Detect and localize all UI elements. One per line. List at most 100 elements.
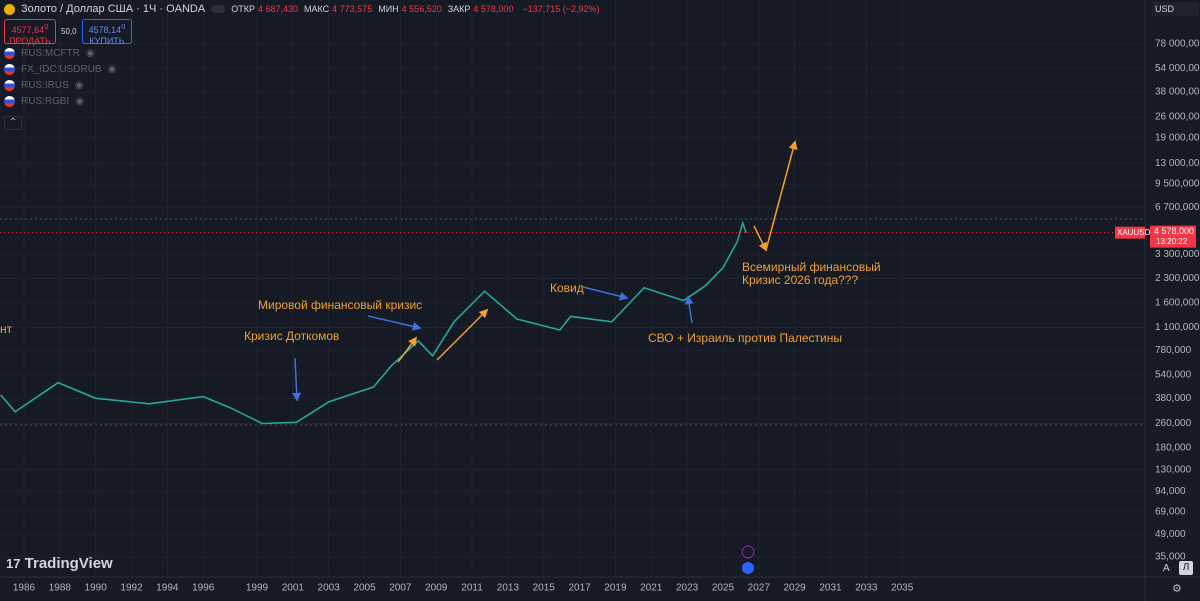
arrow — [753, 225, 767, 252]
x-tick-label: 1999 — [246, 583, 269, 594]
y-tick-label: 180,000 — [1155, 443, 1192, 454]
event-icon[interactable] — [741, 545, 755, 559]
indicator[interactable]: RUS:IRUS ◉ — [4, 80, 84, 91]
currency[interactable]: USD — [1152, 2, 1199, 16]
indicator-name: RUS:IRUS — [21, 80, 69, 91]
y-tick-label: 49,000 — [1155, 529, 1186, 540]
indicator[interactable]: RUS:RGBI ◉ — [4, 96, 84, 107]
y-tick-label: 260,000 — [1155, 418, 1192, 429]
x-tick-label: 2015 — [533, 583, 556, 594]
price-tag-bg — [1115, 226, 1145, 239]
indicator[interactable]: FX_IDC:USDRUB ◉ — [4, 64, 116, 75]
buy-sup: 0 — [121, 22, 126, 31]
x-tick-label: 2013 — [497, 583, 520, 594]
x-tick-label: 2009 — [425, 583, 448, 594]
annotation: нт — [0, 322, 13, 336]
x-tick-label: 2027 — [748, 583, 771, 594]
buy-price: 4578,14 — [88, 25, 122, 35]
y-tick-label: 94,000 — [1155, 486, 1186, 497]
x-tick-label: 2035 — [891, 583, 914, 594]
ohlc-label: МАКС — [304, 4, 330, 14]
x-tick-label: 2019 — [604, 583, 627, 594]
eye-icon: ◉ — [107, 64, 117, 75]
buy-label: КУПИТЬ — [89, 36, 125, 46]
x-tick-label: 2031 — [819, 583, 842, 594]
annotation: Кризис 2026 года??? — [742, 273, 858, 287]
flag — [4, 48, 15, 59]
annotation: СВО + Израиль против Палестины — [648, 331, 842, 345]
y-tick-label: 380,000 — [1155, 393, 1192, 404]
x-tick-label: 2029 — [784, 583, 807, 594]
arrow — [765, 140, 798, 251]
x-tick-label: 2005 — [353, 583, 376, 594]
arrow — [397, 336, 418, 363]
ohlc-label: ОТКР — [231, 4, 255, 14]
price-line — [0, 220, 747, 425]
arrow — [367, 315, 422, 331]
eye-icon: ◉ — [75, 96, 85, 107]
x-tick-label: 2033 — [855, 583, 878, 594]
event-icon[interactable] — [742, 562, 754, 574]
x-tick-label: 1992 — [120, 583, 143, 594]
x-tick-label: 2023 — [676, 583, 699, 594]
header: Золото / Доллар США · 1Ч · OANDA ОТКР 4 6… — [4, 3, 600, 15]
flag — [4, 96, 15, 107]
arrow — [582, 286, 629, 301]
y-tick-label: 3 300,000 — [1155, 249, 1200, 260]
y-tick-label: 540,000 — [1155, 370, 1192, 381]
y-tick-label: 54 000,000 — [1155, 63, 1200, 74]
price-tag-symbol: XAUUSD — [1117, 228, 1151, 237]
y-tick-label: 19 000,000 — [1155, 133, 1200, 144]
annotation: Кризис Доткомов — [244, 329, 339, 343]
annotation: Всемирный финансовый — [742, 260, 881, 274]
symbol[interactable]: Золото / Доллар США · 1Ч · OANDA — [21, 3, 206, 15]
flag — [4, 80, 15, 91]
y-tick-label: 35,000 — [1155, 552, 1186, 563]
y-tick-label: 9 500,000 — [1155, 179, 1200, 190]
x-tick-label: 1986 — [13, 583, 36, 594]
y-tick-label: 78 000,000 — [1155, 39, 1200, 50]
arrow — [292, 357, 302, 402]
auto-button[interactable]: A — [1163, 563, 1170, 574]
arrows — [292, 140, 798, 402]
change: −137,715 (−2,92%) — [522, 4, 600, 14]
eye-icon: ◉ — [85, 48, 95, 59]
x-tick-label: 2003 — [318, 583, 341, 594]
annotation: Ковид — [550, 281, 584, 295]
brand: 17 TradingView — [6, 555, 113, 572]
indicator-name: RUS:MCFTR — [21, 48, 80, 59]
price-tag-bg — [1150, 225, 1196, 248]
indicator[interactable]: RUS:MCFTR ◉ — [4, 48, 95, 59]
y-tick-label: 38 000,000 — [1155, 86, 1200, 97]
x-tick-label: 1994 — [156, 583, 179, 594]
log-button[interactable]: Л — [1179, 561, 1193, 575]
arrow — [684, 295, 694, 324]
x-tick-label: 2007 — [389, 583, 412, 594]
y-tick-label: 2 300,000 — [1155, 273, 1200, 284]
settings[interactable]: ⚙ — [1172, 583, 1182, 595]
y-tick-label: 130,000 — [1155, 464, 1192, 475]
y-tick-label: 26 000,000 — [1155, 112, 1200, 123]
collapse-button[interactable]: ⌃ — [4, 116, 22, 130]
eye-icon: ◉ — [74, 80, 84, 91]
plot — [0, 220, 1145, 425]
price-tag-price: 4 578,000 — [1154, 226, 1194, 236]
x-tick-label: 2017 — [568, 583, 591, 594]
x-tick-label: 1990 — [85, 583, 108, 594]
sell-sup: 0 — [44, 22, 49, 31]
brand-name: TradingView — [24, 555, 113, 572]
indicator-name: FX_IDC:USDRUB — [21, 64, 102, 75]
ohlc-value: 4 687,430 — [257, 4, 298, 14]
x-tick-label: 1988 — [49, 583, 72, 594]
sell-button[interactable]: 4577,640 ПРОДАТЬ — [4, 19, 56, 46]
ohlc-value: 4 556,520 — [401, 4, 442, 14]
flag — [4, 64, 15, 75]
x-tick-label: 1996 — [192, 583, 215, 594]
sell-price: 4577,64 — [11, 25, 45, 35]
grid — [0, 0, 1145, 575]
ohlc-label: ЗАКР — [447, 4, 471, 14]
buy-button[interactable]: 4578,140 КУПИТЬ — [82, 19, 132, 46]
ohlc-value: 4 773,575 — [332, 4, 373, 14]
